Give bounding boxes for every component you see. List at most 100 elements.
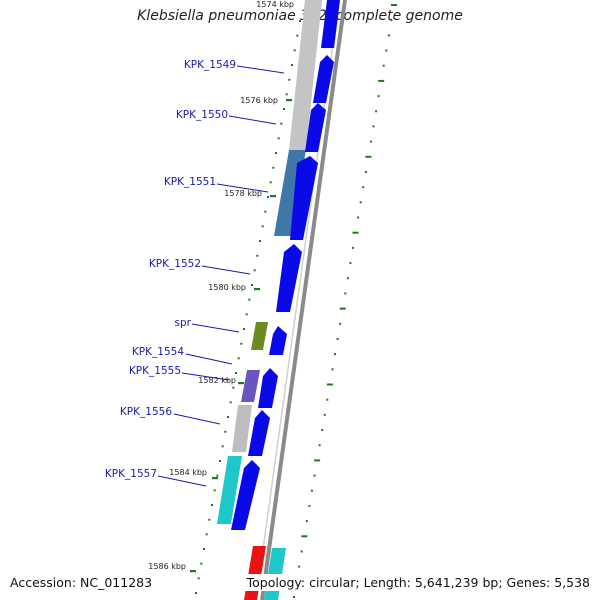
cds-arrow	[321, 0, 340, 48]
tick-mark	[221, 445, 224, 448]
kbp-label-1578: 1578 kbp	[224, 189, 262, 198]
tick-mark	[308, 504, 311, 507]
tick-mark	[240, 342, 243, 345]
gene-label-kpk1551[interactable]: KPK_1551	[164, 176, 216, 188]
tick-mark	[352, 231, 359, 234]
tick-mark	[321, 429, 324, 431]
gene-label-kpk1555[interactable]: KPK_1555	[129, 365, 181, 377]
tick-mark	[378, 79, 385, 82]
gene-band-kpk1557	[217, 456, 242, 524]
kbp-label-1576: 1576 kbp	[240, 96, 278, 105]
kbp-label-1586: 1586 kbp	[148, 562, 186, 571]
tick-mark	[364, 171, 367, 173]
tick-mark	[227, 416, 229, 418]
gene-label-group: KPK_1549 KPK_1550 KPK_1551 KPK_1552 spr …	[105, 59, 236, 480]
tick-mark	[387, 34, 390, 37]
tick-mark	[334, 353, 336, 356]
gene-label-kpk1557[interactable]: KPK_1557	[105, 468, 157, 480]
accession-text: Accession: NC_011283	[8, 574, 155, 591]
gene-label-spr[interactable]: spr	[175, 317, 192, 329]
tick-mark	[369, 140, 372, 143]
tick-mark	[301, 535, 308, 538]
tick-mark	[305, 520, 308, 523]
tick-mark	[323, 413, 326, 416]
tick-mark	[248, 298, 251, 301]
tick-mark	[344, 292, 347, 295]
tick-mark	[318, 444, 321, 447]
tick-mark	[243, 328, 245, 330]
tick-mark	[339, 307, 346, 310]
tick-mark	[195, 592, 197, 594]
tick-mark	[216, 474, 219, 477]
tick-mark	[346, 277, 349, 280]
tick-mark	[259, 240, 261, 242]
tick-mark	[245, 313, 248, 316]
tick-mark	[339, 322, 342, 325]
tick-mark	[377, 95, 380, 98]
cds-arrow-kpk1552	[276, 244, 302, 312]
tick-mark	[291, 64, 293, 66]
tick-mark	[229, 401, 232, 404]
tick-mark	[280, 122, 283, 125]
kbp-label-1574: 1574 kbp	[256, 0, 294, 9]
tick-mark	[205, 533, 208, 536]
tick-mark	[385, 49, 388, 52]
tick-mark	[365, 155, 372, 158]
kbp-label-1582: 1582 kbp	[198, 376, 236, 385]
tick-mark	[232, 386, 235, 389]
tick-mark	[267, 196, 269, 198]
tick-mark	[200, 562, 203, 565]
tick-mark	[269, 181, 272, 184]
tick-mark	[298, 565, 301, 568]
tick-mark	[261, 225, 264, 228]
genome-summary-text: Topology: circular; Length: 5,641,239 bp…	[244, 574, 592, 591]
inner-tick-ring	[195, 20, 301, 594]
tick-mark	[336, 337, 339, 340]
cds-arrow-kpk1550	[305, 103, 326, 152]
tick-mark	[277, 137, 280, 140]
cds-arrow-kpk1551	[290, 156, 318, 240]
tick-mark	[314, 459, 321, 462]
gene-band-kpk1555	[241, 370, 260, 402]
cds-arrow-spr	[269, 326, 287, 355]
gene-label-kpk1550[interactable]: KPK_1550	[176, 109, 228, 121]
tick-mark	[256, 254, 259, 257]
tick-mark	[203, 548, 205, 550]
tick-mark	[382, 64, 385, 67]
tick-mark	[357, 216, 360, 219]
tick-mark	[208, 518, 211, 521]
cds-arrow-kpk1556	[248, 410, 270, 456]
tick-mark	[235, 372, 237, 374]
tick-mark	[352, 246, 354, 249]
gene-band-kpk1556	[232, 405, 252, 452]
gene-band-spr	[251, 322, 268, 350]
tick-mark	[300, 550, 303, 553]
tick-mark	[313, 474, 316, 477]
kbp-ruler: 1574 kbp 1576 kbp 1578 kbp 1580 kbp 1582…	[148, 0, 294, 573]
map-title: Klebsiella pneumoniae 342, complete geno…	[137, 8, 463, 24]
gene-label-kpk1556[interactable]: KPK_1556	[120, 406, 172, 418]
kbp-label-1580: 1580 kbp	[208, 283, 246, 292]
gene-label-kpk1552[interactable]: KPK_1552	[149, 258, 201, 270]
tick-mark	[275, 152, 277, 154]
tick-mark	[288, 78, 291, 81]
kbp-label-1584: 1584 kbp	[169, 468, 207, 477]
tick-mark	[372, 125, 375, 128]
tick-mark	[310, 489, 313, 492]
tick-mark	[375, 110, 378, 113]
tick-mark	[251, 284, 253, 286]
tick-mark	[293, 49, 296, 52]
tick-mark	[224, 430, 227, 433]
tick-mark	[390, 19, 393, 22]
tick-mark	[283, 108, 285, 110]
tick-mark	[272, 166, 275, 169]
tick-mark	[359, 201, 362, 204]
tick-mark	[285, 93, 288, 96]
tick-mark	[264, 210, 267, 213]
tick-mark	[296, 34, 299, 37]
gene-band-kpk1549	[289, 0, 322, 150]
gene-label-kpk1549[interactable]: KPK_1549	[184, 59, 236, 71]
tick-mark	[331, 368, 334, 371]
gene-label-kpk1554[interactable]: KPK_1554	[132, 346, 184, 358]
